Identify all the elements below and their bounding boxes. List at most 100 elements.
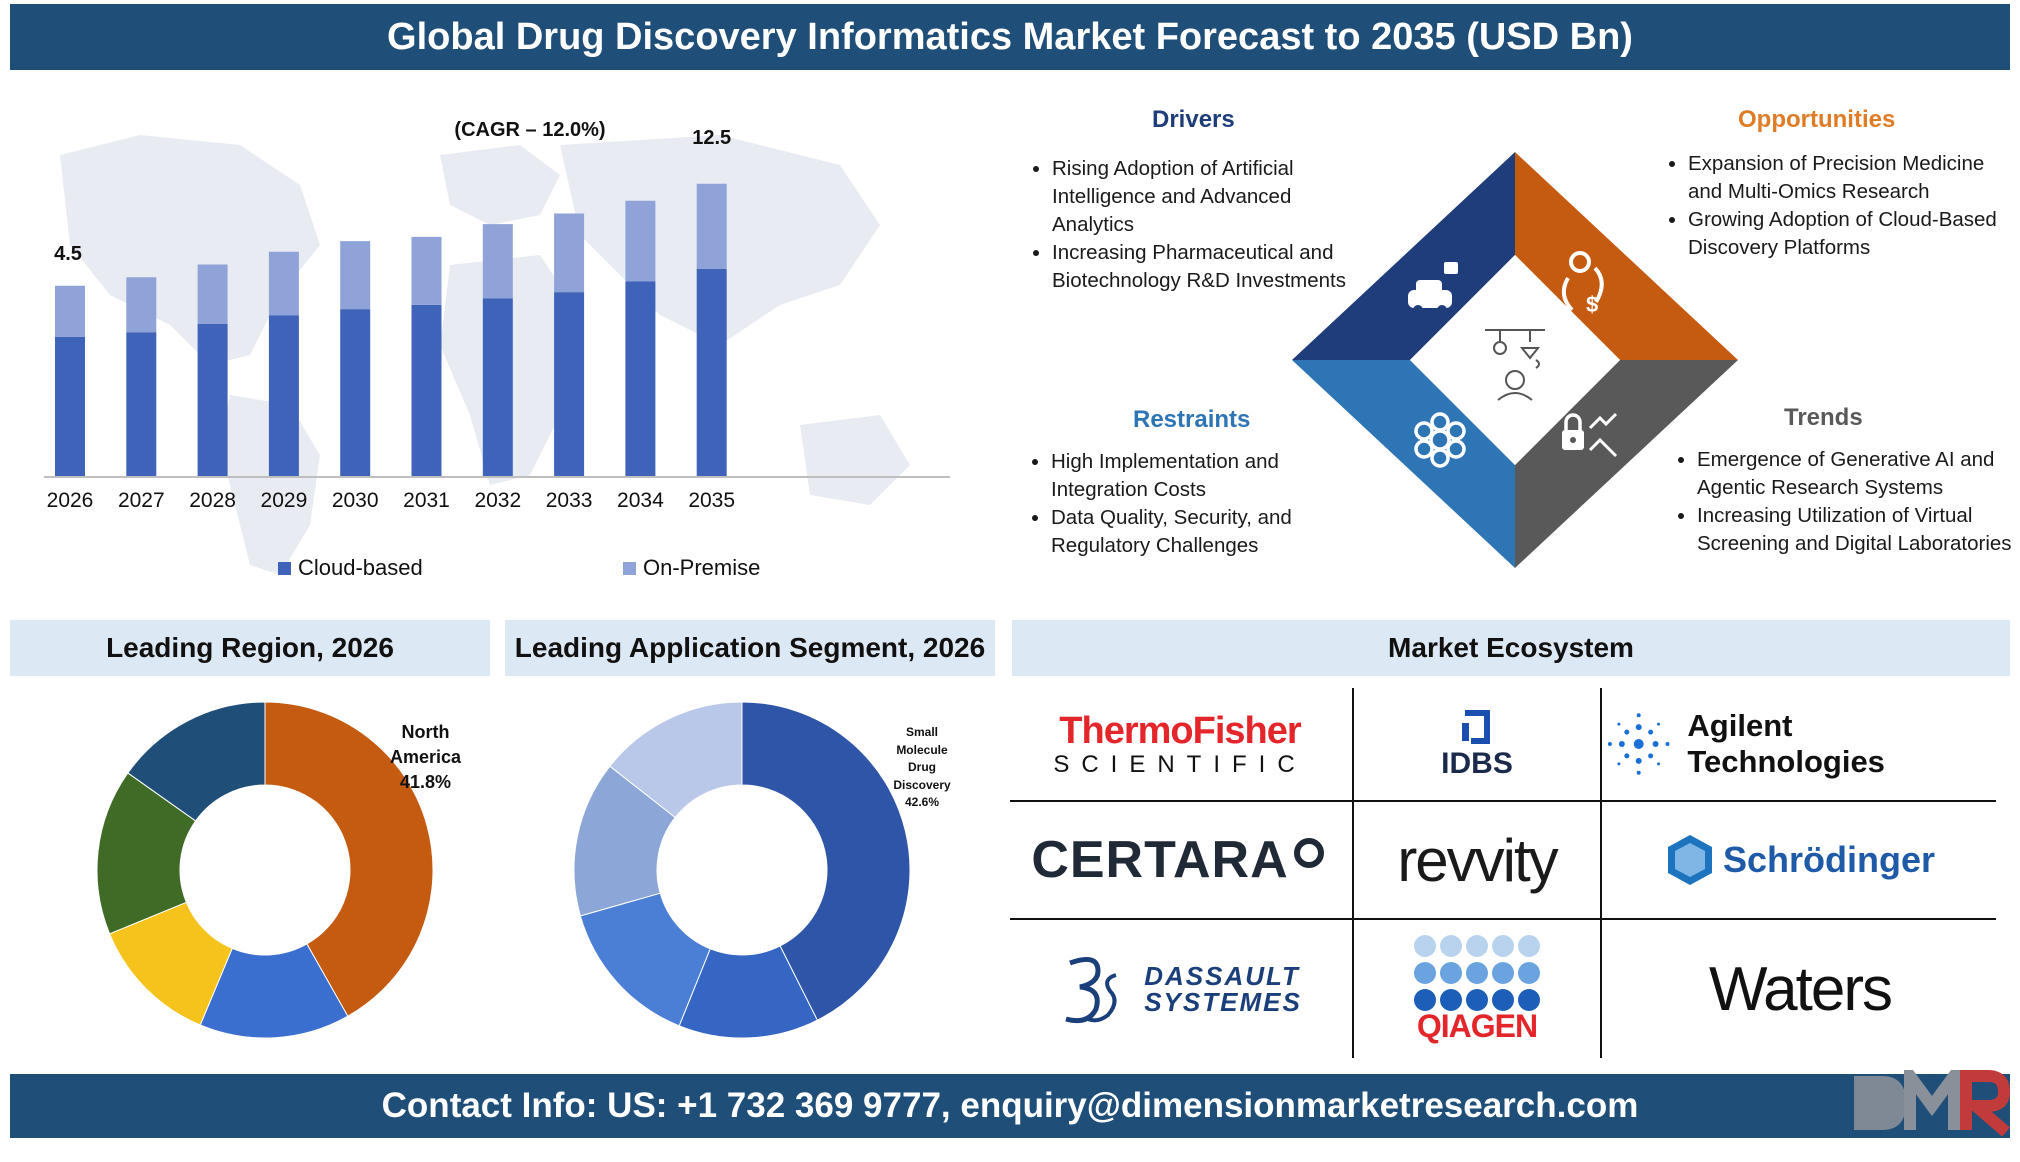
page-title: Global Drug Discovery Informatics Market…	[10, 4, 2010, 70]
x-tick-label: 2027	[118, 489, 165, 512]
bar-cloud-2029	[268, 315, 299, 477]
revvity-logo: revvity	[1354, 802, 1600, 918]
region-slice-1	[264, 701, 434, 1017]
bar-onpremise-2029	[268, 251, 299, 316]
thermofisher-logo-subtext: SCIENTIFIC	[1053, 750, 1307, 778]
research-scientist-icon	[1485, 329, 1545, 401]
bar-cloud-2027	[126, 332, 157, 477]
qiagen-logo: QIAGEN	[1354, 920, 1600, 1058]
x-tick-label: 2035	[688, 489, 735, 512]
thermofisher-logo-text: ThermoFisher	[1059, 709, 1301, 752]
certara-ring-icon	[1293, 838, 1324, 868]
opportunities-title: Opportunities	[1738, 106, 1896, 133]
legend-label-onpremise: On-Premise	[643, 555, 760, 580]
application-slice-5	[609, 701, 743, 819]
drivers-title: Drivers	[1152, 106, 1235, 133]
bar-cloud-2033	[554, 292, 585, 477]
schrodinger-hex-icon	[1667, 835, 1712, 885]
x-tick-label: 2029	[261, 489, 308, 512]
grid-divider	[1352, 688, 1354, 1058]
legend: Cloud-based On-Premise	[278, 555, 760, 580]
diamond-trends-quadrant	[1515, 360, 1738, 568]
waters-logo: Waters	[1604, 920, 1996, 1058]
application-slice-1	[741, 701, 911, 1021]
legend-swatch-onpremise	[623, 562, 636, 575]
region-label: North America 41.8%	[390, 720, 461, 795]
certara-logo-text: CERTARA	[1031, 831, 1289, 889]
bar-cloud-2035	[696, 268, 727, 477]
lock-trend-icon	[1562, 412, 1618, 458]
trends-title: Trends	[1784, 404, 1863, 431]
application-label-value: 42.6%	[904, 795, 940, 809]
agilent-logo: Agilent Technologies	[1604, 688, 1996, 800]
application-label-line: Discovery	[893, 777, 951, 792]
bar-onpremise-2034	[625, 200, 656, 282]
legend-label-cloud: Cloud-based	[298, 555, 423, 580]
region-donut-chart	[96, 701, 434, 1039]
first-total-label: 4.5	[54, 243, 82, 265]
drivers-list: Rising Adoption of Artificial Intelligen…	[1022, 155, 1352, 295]
region-label-line: America	[390, 747, 462, 767]
x-tick-label: 2034	[617, 489, 664, 512]
idbs-logo: IDBS	[1354, 688, 1600, 800]
last-total-label: 12.5	[692, 127, 731, 149]
bar-cloud-2028	[197, 324, 228, 477]
dassault-logo-text: DASSAULT SYSTEMES	[1144, 963, 1302, 1015]
region-label-value: 41.8%	[400, 772, 452, 792]
dassault-3ds-icon	[1065, 956, 1117, 1024]
x-tick-label: 2032	[474, 489, 521, 512]
bar-cloud-2034	[625, 281, 656, 477]
idbs-mark-icon	[1462, 710, 1490, 744]
x-tick-label: 2026	[47, 489, 94, 512]
opportunities-list: Expansion of Precision Medicine and Mult…	[1658, 150, 2018, 262]
bar-onpremise-2027	[126, 277, 157, 333]
schrodinger-logo: Schrödinger	[1604, 802, 1996, 918]
dassault-logo-line: SYSTEMES	[1144, 987, 1302, 1017]
x-tick-label: 2033	[546, 489, 593, 512]
restraints-list: High Implementation and Integration Cost…	[1021, 448, 1351, 560]
bar-onpremise-2030	[340, 241, 371, 310]
schrodinger-logo-text: Schrödinger	[1722, 839, 1936, 880]
idbs-logo-text: IDBS	[1441, 747, 1513, 780]
grid-divider	[1010, 918, 1996, 920]
x-tick-label: 2030	[332, 489, 379, 512]
trends-list: Emergence of Generative AI and Agentic R…	[1667, 446, 2020, 558]
region-section-header: Leading Region, 2026	[10, 620, 490, 676]
application-label-line: Molecule	[896, 742, 948, 757]
bar-cloud-2026	[55, 336, 85, 477]
trends-item: Increasing Utilization of Virtual Screen…	[1697, 502, 2020, 558]
drivers-item: Increasing Pharmaceutical and Biotechnol…	[1052, 239, 1352, 295]
x-tick-label: 2028	[189, 489, 236, 512]
bar-onpremise-2035	[696, 183, 727, 269]
bar-onpremise-2033	[554, 213, 585, 293]
bar-onpremise-2028	[197, 264, 228, 324]
region-slice-5	[127, 701, 266, 822]
thermofisher-logo: ThermoFisher SCIENTIFIC	[1010, 688, 1350, 800]
bar-cloud-2032	[482, 298, 513, 477]
drivers-item: Rising Adoption of Artificial Intelligen…	[1052, 155, 1352, 239]
waters-logo-text: Waters	[1708, 954, 1893, 1024]
cagr-label: (CAGR – 12.0%)	[454, 119, 605, 141]
qiagen-dots-icon	[1414, 934, 1540, 1011]
exchange-dollar-icon: $	[1561, 251, 1604, 317]
qiagen-logo-text: QIAGEN	[1416, 1007, 1538, 1044]
svg-text:$: $	[1586, 292, 1598, 317]
revvity-logo-text: revvity	[1397, 826, 1558, 894]
agilent-spark-icon	[1607, 713, 1670, 775]
stacked-bar-chart: 2026 2027 2028 2029 2030 2031 2032 2033 2034 2035…	[44, 119, 950, 580]
dassault-logo-line: DASSAULT	[1144, 961, 1300, 991]
dassault-logo: DASSAULT SYSTEMES	[1010, 920, 1350, 1058]
agilent-logo-text: Agilent Technologies	[1687, 708, 1885, 779]
cell-network-icon	[1414, 412, 1466, 468]
grid-divider	[1010, 800, 1996, 802]
bar-onpremise-2031	[411, 236, 442, 305]
opportunities-item: Expansion of Precision Medicine and Mult…	[1688, 150, 2018, 206]
certara-logo: CERTARA	[1010, 802, 1350, 918]
grid-divider	[1600, 688, 1602, 1058]
application-label: Small Molecule Drug Discovery 42.6%	[880, 724, 964, 812]
legend-swatch-cloud	[278, 562, 291, 575]
ecosystem-section-header: Market Ecosystem	[1012, 620, 2010, 676]
restraints-item: High Implementation and Integration Cost…	[1051, 448, 1351, 504]
application-section-header: Leading Application Segment, 2026	[505, 620, 995, 676]
opportunities-item: Growing Adoption of Cloud-Based Discover…	[1688, 206, 2018, 262]
